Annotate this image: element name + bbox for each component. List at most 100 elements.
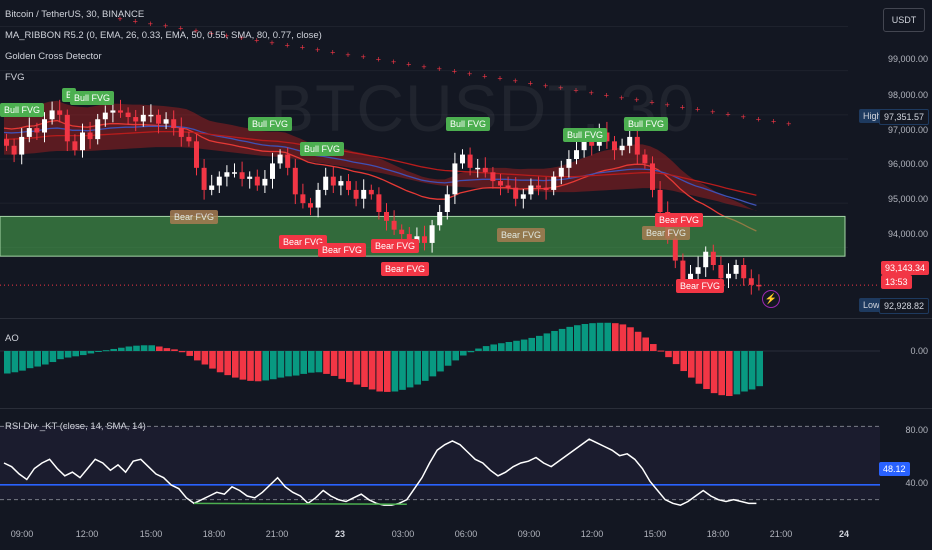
trend-cross-marker: + [558,83,563,93]
candle-body [338,181,344,186]
ao-bar [178,351,186,353]
ao-bar [262,351,269,381]
candle-body [688,273,693,283]
symbol-title[interactable]: Bitcoin / TetherUS, 30, BINANCE [5,9,145,20]
candle-body [513,187,519,199]
candle-body [64,114,70,142]
ao-bar [612,323,619,351]
ao-bar [102,350,110,352]
low-value: 92,928.82 [879,298,930,314]
rsi-title[interactable]: RSI Div _KT (close, 14, SMA, 14) [5,421,146,432]
time-tick: 12:00 [75,529,99,539]
price-tick: 96,000.00 [887,159,928,169]
trend-cross-marker: + [345,50,350,60]
candle-body [19,136,25,155]
bull-fvg-label: Bull FVG [446,117,491,131]
time-tick: 21:00 [769,529,793,539]
price-tick: 98,000.00 [887,90,928,100]
bull-fvg-label: Bull FVG [70,91,115,105]
ao-bar [110,348,117,351]
ao-bar [399,351,406,390]
candle-body [285,154,291,168]
ao-bar [498,343,505,351]
candle-body [444,194,450,212]
rsi-upper-tick: 80.00 [905,425,928,435]
trend-cross-marker: + [741,112,746,122]
ao-bar [741,351,748,392]
bull-fvg-label: Bull FVG [248,117,293,131]
candle-body [11,145,17,155]
candle-body [437,212,443,226]
ao-bar [80,351,87,356]
bear-fvg-label: Bear FVG [655,213,704,227]
time-tick: 03:00 [391,529,415,539]
ao-bar [4,351,11,374]
trend-cross-marker: + [695,105,700,115]
ao-bar [171,349,178,351]
candle-body [543,187,549,190]
ao-bar [475,348,482,351]
trend-cross-marker: + [178,24,183,34]
trend-cross-marker: + [193,26,198,36]
ao-bar [490,344,497,351]
bear-fvg-label: Bear FVG [642,226,691,240]
bear-fvg-label: Bear FVG [371,239,420,253]
trend-cross-marker: + [133,16,138,26]
candle-body [452,163,458,195]
ao-bar [57,351,64,360]
candle-body [216,176,222,186]
candle-body [224,172,230,177]
ao-bar [277,351,285,378]
time-tick: 18:00 [202,529,226,539]
trend-cross-marker: + [285,40,290,50]
candle-body [140,114,146,122]
ao-bar [254,351,262,382]
candle-body [505,185,511,188]
candle-body [133,117,139,122]
trend-cross-marker: + [239,33,244,43]
candle-body [399,229,405,235]
ao-bar [353,351,361,385]
ao-bar [551,330,558,351]
lightning-icon[interactable]: ⚡ [762,290,780,308]
candle-body [429,225,435,243]
candle-body [490,172,496,182]
ao-bar [505,342,513,351]
trend-cross-marker: + [573,86,578,96]
ao-title[interactable]: AO [5,333,19,344]
candle-body [361,189,367,199]
trend-cross-marker: + [649,98,654,108]
indicator-golden-cross[interactable]: Golden Cross Detector [5,51,102,62]
candle-body [254,176,260,186]
bull-fvg-label: Bull FVG [0,103,45,117]
trend-cross-marker: + [452,67,457,77]
candle-body [406,234,412,243]
candle-body [72,141,78,151]
bear-fvg-label: Bear FVG [676,279,725,293]
candle-body [232,172,237,174]
bull-fvg-label: Bull FVG [563,128,608,142]
ao-bar [11,351,19,373]
ao-bar [292,351,300,376]
candle-body [178,128,184,137]
candle-body [650,163,655,190]
indicator-fvg[interactable]: FVG [5,72,25,83]
trend-cross-marker: + [254,36,259,46]
high-label: High [859,109,886,123]
ao-bar [87,351,95,354]
candle-body [42,119,47,133]
bear-fvg-label: Bear FVG [381,262,430,276]
candle-body [315,189,321,208]
ao-bar [733,351,741,395]
candle-body [695,267,701,274]
ao-bar [467,351,475,353]
indicator-ma-ribbon[interactable]: MA_RIBBON R5.2 (0, EMA, 26, 0.33, EMA, 5… [5,30,322,41]
time-tick: 09:00 [517,529,541,539]
candle-body [292,167,298,195]
ao-bar [308,351,315,373]
time-tick: 18:00 [706,529,730,539]
candle-body [300,194,306,204]
currency-button[interactable]: USDT [883,8,925,32]
candle-body [672,238,678,261]
trend-cross-marker: + [315,45,320,55]
